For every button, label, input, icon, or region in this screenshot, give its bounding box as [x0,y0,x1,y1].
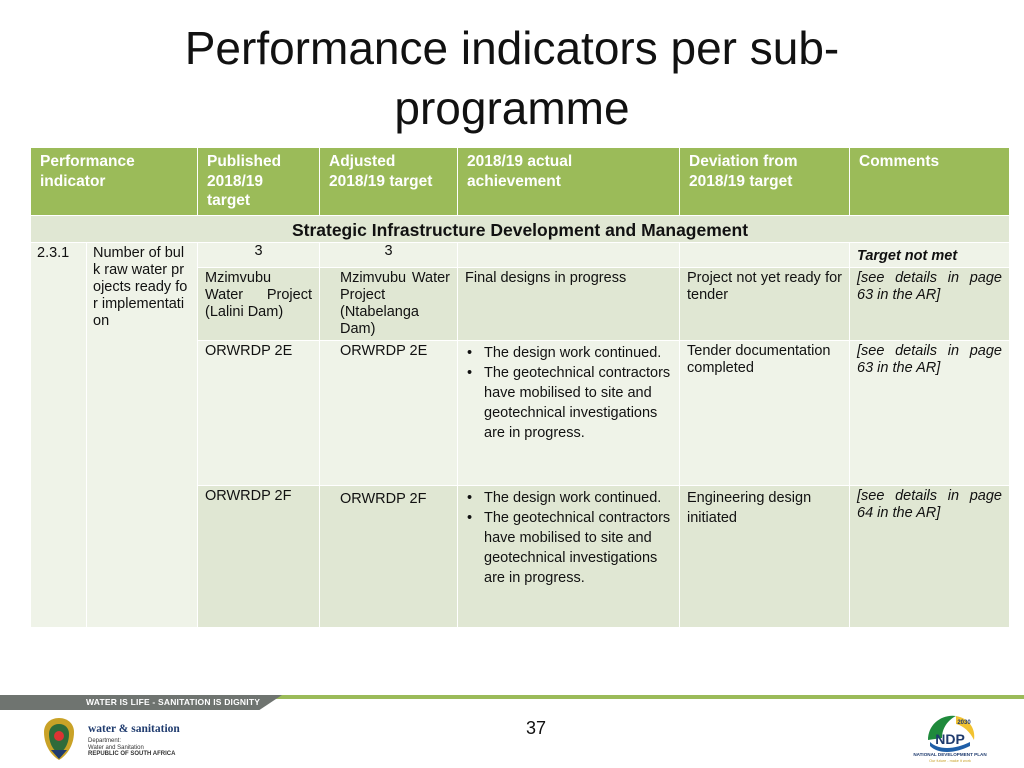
ndp-tagline: Our future - make it work [929,759,971,763]
row2-comment: [see details in page 63 in the AR] [849,339,1010,486]
ndp-logo: NDP 2030 NATIONAL DEVELOPMENT PLAN Our f… [908,710,992,764]
svg-text:NDP: NDP [935,731,965,747]
list-item: The geotechnical contractors have mobili… [465,363,672,443]
summary-comment: Target not met [849,241,1010,268]
row3-published: ORWRDP 2F [197,484,320,628]
department-line: Water and Sanitation [88,744,144,751]
department-line: Department: [88,738,122,744]
department-name: water & sanitation [88,723,180,735]
ndp-year: 2030 [957,720,971,726]
footer-bar: WATER IS LIFE - SANITATION IS DIGNITY [0,695,1024,713]
list-item: The design work continued. [465,488,672,508]
row3-achievement: The design work continued. The geotechni… [457,484,680,628]
coat-of-arms-icon [44,718,74,760]
summary-adjusted: 3 [319,241,458,268]
row1-deviation: Project not yet ready for tender [679,266,850,341]
summary-published: 3 [197,241,320,268]
row2-achievement-list: The design work continued. The geotechni… [465,343,672,443]
department-line: REPUBLIC OF SOUTH AFRICA [88,751,176,757]
footer-slogan: WATER IS LIFE - SANITATION IS DIGNITY [0,695,282,710]
list-item: The design work continued. [465,343,672,363]
row3-adjusted: ORWRDP 2F [319,484,458,628]
department-lines: Department: Water and Sanitation REPUBLI… [88,738,208,758]
header-performance-indicator: Performance indicator [30,147,198,216]
section-heading: Strategic Infrastructure Development and… [30,214,1010,242]
row1-achievement: Final designs in progress [457,266,680,341]
row3-comment: [see details in page 64 in the AR] [849,484,1010,628]
summary-achievement [457,241,680,268]
table-row: ORWRDP 2F ORWRDP 2F The design work cont… [31,484,1010,628]
list-item: The geotechnical contractors have mobili… [465,508,672,588]
table-row: ORWRDP 2E ORWRDP 2E The design work cont… [31,339,1010,486]
header-actual-achievement: 2018/19 actual achievement [457,147,680,216]
ndp-emblem-icon: NDP 2030 NATIONAL DEVELOPMENT PLAN Our f… [913,715,987,763]
row3-achievement-list: The design work continued. The geotechni… [465,488,672,588]
header-published-target: Published 2018/19 target [197,147,320,216]
row3-deviation: Engineering design initiated [679,484,850,628]
footer-stripe [0,695,1024,699]
header-deviation: Deviation from 2018/19 target [679,147,850,216]
indicator-number: 2.3.1 [30,241,87,628]
row2-deviation: Tender documentation completed [679,339,850,486]
row1-adjusted: Mzimvubu Water Project (Ntabelanga Dam) [319,266,458,341]
section-row: Strategic Infrastructure Development and… [30,214,1010,242]
table-row: Mzimvubu Water Project (Lalini Dam) Mzim… [31,266,1010,341]
table-header-row: Performance indicator Published 2018/19 … [30,147,1010,216]
indicator-name: Number of bulk raw water projects ready … [86,241,198,628]
table-row: 2.3.1 Number of bulk raw water projects … [30,241,1010,628]
page-number: 37 [525,718,547,738]
department-logo: water & sanitation Department: Water and… [38,716,208,764]
header-comments: Comments [849,147,1010,216]
ndp-text: NATIONAL DEVELOPMENT PLAN [913,752,987,757]
slide-title: Performance indicators per sub-programme [184,22,840,134]
row1-comment: [see details in page 63 in the AR] [849,266,1010,341]
performance-table: Performance indicator Published 2018/19 … [30,147,1010,628]
summary-deviation [679,241,850,268]
row2-adjusted: ORWRDP 2E [319,339,458,486]
row2-achievement: The design work continued. The geotechni… [457,339,680,486]
row2-published: ORWRDP 2E [197,339,320,486]
header-adjusted-target: Adjusted 2018/19 target [319,147,458,216]
row1-published: Mzimvubu Water Project (Lalini Dam) [197,266,320,341]
